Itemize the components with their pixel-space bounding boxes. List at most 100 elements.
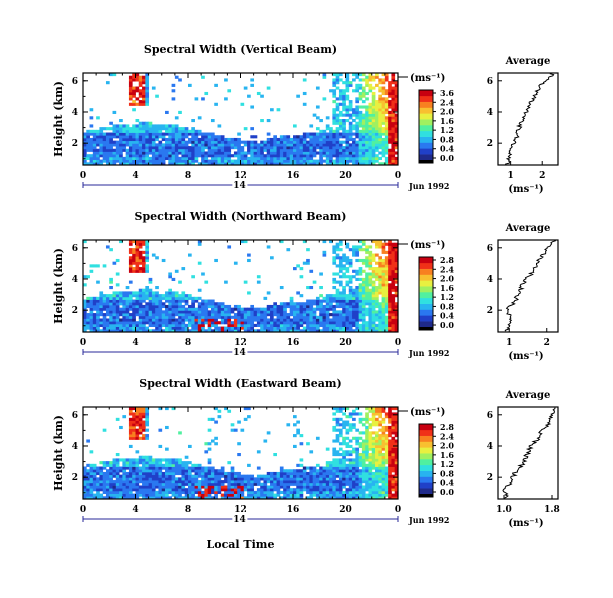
heatmap-cell [158,132,163,136]
heatmap-cell [135,137,140,142]
heatmap-cell [230,474,235,478]
heatmap-cell [191,310,195,314]
heatmap-cell [148,466,153,470]
heatmap-cell [338,124,343,128]
heatmap-cell [371,417,376,421]
heatmap-cell [86,140,90,144]
heatmap-cell [112,307,117,311]
heatmap-cell [342,89,346,93]
heatmap-cell [115,127,120,131]
heatmap-cell [345,108,350,112]
heatmap-cell [381,488,386,492]
heatmap-cell [250,474,255,478]
heatmap-cell [128,409,133,413]
heatmap-cell [145,129,150,133]
heatmap-cell [92,307,97,311]
heatmap-cell [361,304,366,309]
heatmap-cell [256,493,261,497]
heatmap-cell [145,253,150,257]
heatmap-cell [210,156,215,160]
heatmap-cell [168,272,172,276]
heatmap-cell [361,119,366,123]
heatmap-cell [214,318,218,322]
heatmap-cell [201,315,205,319]
heatmap-cell [375,127,379,131]
heatmap-cell [375,272,379,276]
heatmap-cell [286,151,291,155]
heatmap-cell [217,159,222,163]
heatmap-cell [361,288,366,292]
heatmap-cell [312,469,317,473]
heatmap-cell [299,463,304,467]
heatmap-cell [109,310,113,314]
panel-1: Spectral Width (Northward Beam)0 4 8 12 16 20… [52,210,559,362]
heatmap-cell [335,463,340,467]
heatmap-cell [83,302,87,306]
heatmap-cell [168,307,172,311]
heatmap-cell [217,488,222,492]
heatmap-cell [256,450,261,454]
heatmap-cell [155,329,159,333]
heatmap-cell [96,307,100,311]
heatmap-cell [138,304,143,309]
heatmap-cell [322,490,327,494]
heatmap-cell [138,89,143,93]
heatmap-cell [391,299,396,303]
heatmap-cell [250,148,255,152]
heatmap-cell [197,140,202,144]
heatmap-cell [138,129,143,133]
heatmap-cell [128,83,133,87]
heatmap-cell [368,307,373,311]
heatmap-cell [233,159,238,163]
heatmap-cell [194,140,199,144]
heatmap-cell [89,490,94,494]
heatmap-cell [260,323,264,327]
heatmap-cell [174,463,179,467]
heatmap-cell [210,151,215,155]
heatmap-cell [122,159,127,163]
heatmap-cell [306,485,310,489]
heatmap-cell [204,156,209,160]
heatmap-cell [286,485,291,489]
heatmap-cell [247,482,251,486]
colorbar-swatch [419,297,433,304]
heatmap-cell [102,140,107,144]
heatmap-cell [158,127,163,131]
average-x-tick-label: 2 [544,338,550,348]
heatmap-cell [338,102,343,106]
heatmap-cell [345,490,350,494]
heatmap-cell [99,482,104,486]
heatmap-cell [148,315,153,319]
heatmap-cell [355,442,360,446]
heatmap-cell [296,477,300,481]
heatmap-cell [142,291,146,295]
heatmap-cell [319,154,323,158]
heatmap-cell [365,151,369,155]
heatmap-cell [289,326,294,330]
heatmap-cell [210,466,215,470]
heatmap-cell [188,496,192,500]
heatmap-cell [371,269,376,273]
heatmap-cell [345,326,350,330]
heatmap-cell [329,135,333,139]
heatmap-cell [128,417,133,421]
heatmap-cell [381,113,386,117]
heatmap-cell [247,151,251,155]
heatmap-cell [329,463,333,467]
heatmap-cell [155,151,159,155]
heatmap-cell [240,146,245,150]
heatmap-cell [115,466,120,470]
heatmap-cell [256,143,261,147]
heatmap-cell [309,480,314,484]
heatmap-cell [371,420,376,424]
heatmap-cell [102,490,107,494]
heatmap-cell [161,458,166,462]
heatmap-cell [273,482,277,486]
heatmap-cell [204,143,209,147]
heatmap-cell [171,154,176,158]
heatmap-cell [329,132,333,136]
heatmap-cell [315,116,320,120]
heatmap-cell [342,81,346,85]
heatmap-cell [286,471,291,476]
heatmap-cell [355,310,360,314]
